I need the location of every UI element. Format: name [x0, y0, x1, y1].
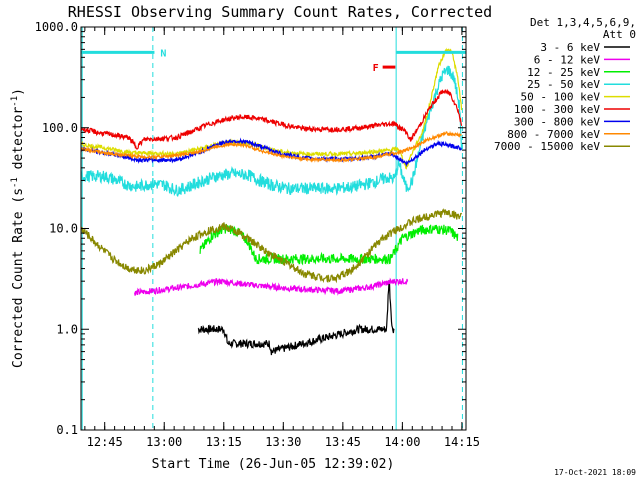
series-line: [81, 88, 463, 150]
series-line: [134, 277, 409, 296]
legend-label: 12 - 25 keV: [527, 66, 600, 79]
x-axis-label: Start Time (26-Jun-05 12:39:02): [152, 457, 395, 472]
x-axis: 12:45 13:00 13:15 13:30 13:45 14:00 14:15: [84, 27, 480, 449]
legend-header-2: Att 0: [603, 28, 636, 41]
flag-markers: NF: [81, 48, 466, 74]
flag-label: N: [160, 48, 166, 59]
flag-label: F: [373, 63, 379, 74]
series-line: [81, 207, 463, 284]
legend-label: 25 - 50 keV: [527, 78, 600, 91]
legend-label: 300 - 800 keV: [514, 115, 600, 128]
y-label-main: Corrected Count Rate (s: [11, 188, 26, 368]
x-tick-label: 14:00: [384, 435, 420, 449]
series-line: [81, 137, 463, 168]
legend-header-1: Det 1,3,4,5,6,9,: [530, 16, 636, 29]
x-tick-label: 13:30: [265, 435, 301, 449]
legend-label: 3 - 6 keV: [540, 41, 600, 54]
plot-frame: [80, 26, 467, 431]
x-tick-label: 13:45: [325, 435, 361, 449]
y-tick-label: 0.1: [56, 423, 78, 437]
series-line: [81, 130, 462, 164]
legend-label: 7000 - 15000 keV: [494, 140, 600, 153]
y-tick-label: 1.0: [56, 322, 78, 336]
y-tick-label: 100.0: [42, 121, 78, 135]
series-line: [197, 279, 395, 356]
y-label-sup1: -1: [10, 177, 20, 188]
y-label-end: ): [11, 88, 26, 96]
chart-title: RHESSI Observing Summary Count Rates, Co…: [68, 3, 492, 21]
series-group: [81, 47, 463, 356]
x-tick-label: 13:00: [146, 435, 182, 449]
legend-label: 800 - 7000 keV: [507, 128, 600, 141]
legend-label: 50 - 100 keV: [521, 91, 601, 104]
legend-label: 6 - 12 keV: [534, 53, 601, 66]
x-tick-label: 14:15: [444, 435, 480, 449]
x-tick-label: 13:15: [206, 435, 242, 449]
legend-label: 100 - 300 keV: [514, 103, 600, 116]
y-tick-label: 10.0: [49, 222, 78, 236]
y-label-sup2: -1: [10, 96, 20, 107]
footer-date: 17-Oct-2021 18:09: [554, 468, 636, 477]
y-axis-label: Corrected Count Rate (s-1 detector-1): [10, 88, 26, 368]
series-line: [199, 223, 459, 266]
y-tick-label: 1000.0: [35, 20, 78, 34]
y-label-mid: detector: [11, 107, 26, 178]
x-tick-label: 12:45: [87, 435, 123, 449]
